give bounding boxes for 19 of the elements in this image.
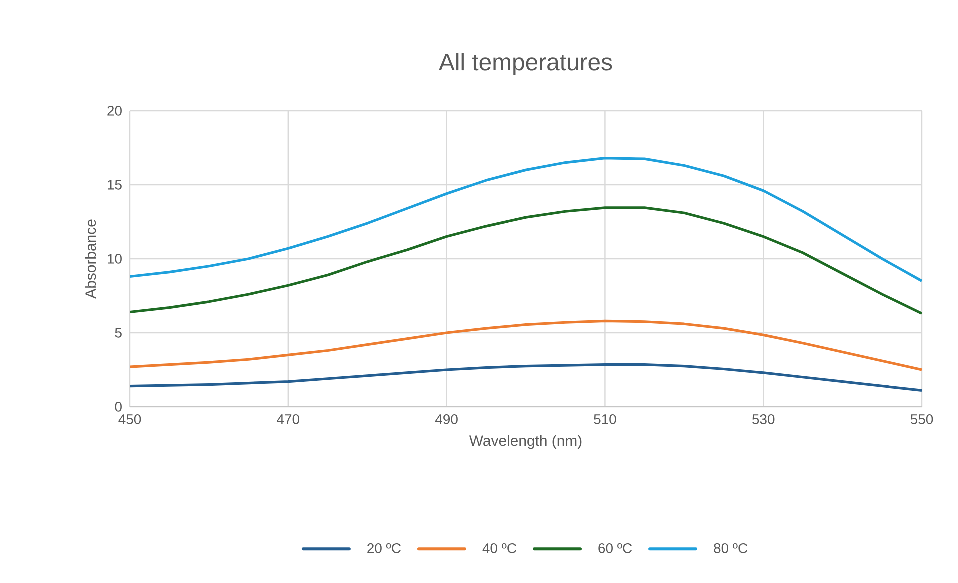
y-tick-label: 10 (108, 254, 122, 264)
y-axis-title: Absorbance (85, 220, 96, 299)
x-tick-label: 530 (752, 414, 775, 424)
x-tick-label: 470 (277, 414, 300, 424)
chart-title: All temperatures (439, 53, 612, 76)
x-tick-label: 490 (435, 414, 458, 424)
legend-label: 60 ºC (598, 543, 632, 554)
x-tick-label: 510 (594, 414, 616, 424)
x-tick-label: 450 (118, 414, 142, 424)
legend-label: 80 ºC (714, 543, 748, 554)
y-tick-label: 20 (108, 106, 122, 116)
legend-label: 40 ºC (482, 543, 516, 554)
y-tick-label: 0 (115, 402, 122, 412)
y-tick-label: 15 (108, 180, 122, 190)
legend-label: 20 ºC (368, 543, 401, 554)
x-tick-label: 550 (910, 414, 934, 424)
y-tick-label: 5 (115, 328, 122, 338)
line-series (130, 206, 922, 316)
x-axis-title: Wavelength (nm) (469, 435, 582, 450)
